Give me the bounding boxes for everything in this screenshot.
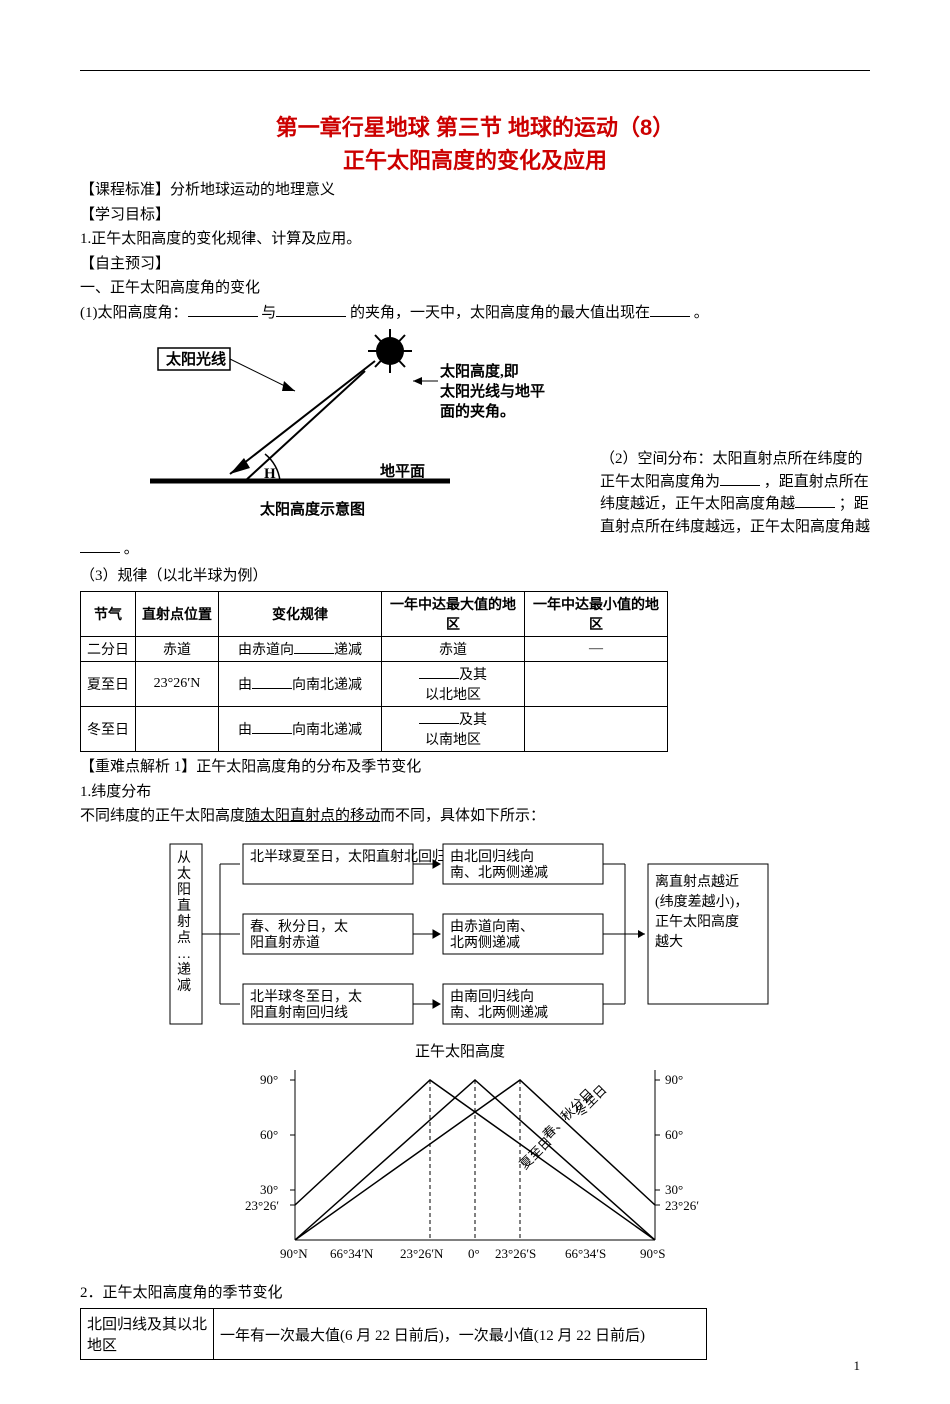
svg-text:…: … — [177, 947, 191, 962]
svg-text:0°: 0° — [468, 1246, 480, 1261]
p2: 2．正午太阳高度角的季节变化 — [80, 1282, 870, 1305]
q3: （3）规律（以北半球为例） — [80, 565, 870, 588]
svg-text:90°: 90° — [260, 1072, 278, 1087]
svg-text:太: 太 — [177, 866, 191, 882]
svg-text:太阳光线与地平: 太阳光线与地平 — [440, 382, 545, 400]
svg-text:正午太阳高度: 正午太阳高度 — [655, 913, 739, 930]
svg-text:南、北两侧递减: 南、北两侧递减 — [450, 865, 548, 881]
std-text: 分析地球运动的地理意义 — [170, 182, 335, 198]
svg-text:60°: 60° — [260, 1127, 278, 1142]
p1t: 不同纬度的正午太阳高度随太阳直射点的移动而不同，具体如下所示： — [80, 805, 870, 828]
season-table: 北回归线及其以北地区 一年有一次最大值(6 月 22 日前后)，一次最小值(12… — [80, 1308, 707, 1360]
svg-text:90°N: 90°N — [280, 1246, 308, 1261]
goal-text: 1.正午太阳高度的变化规律、计算及应用。 — [80, 228, 870, 251]
svg-text:30°: 30° — [665, 1182, 683, 1197]
svg-text:太阳光线: 太阳光线 — [166, 350, 226, 368]
svg-text:(纬度差越小)，: (纬度差越小)， — [655, 894, 748, 910]
svg-text:60°: 60° — [665, 1127, 683, 1142]
rule-table: 节气 直射点位置 变化规律 一年中达最大值的地区 一年中达最小值的地区 二分日 … — [80, 591, 668, 752]
svg-text:离直射点越近: 离直射点越近 — [655, 873, 739, 890]
svg-text:阳直射赤道: 阳直射赤道 — [250, 934, 320, 951]
svg-text:23°26′S: 23°26′S — [495, 1246, 536, 1261]
svg-text:由赤道向南、: 由赤道向南、 — [450, 919, 534, 935]
svg-text:90°S: 90°S — [640, 1246, 665, 1261]
svg-text:地平面: 地平面 — [380, 462, 425, 480]
svg-text:正午太阳高度: 正午太阳高度 — [415, 1043, 505, 1060]
svg-text:阳直射南回归线: 阳直射南回归线 — [250, 1004, 348, 1021]
svg-text:H: H — [264, 466, 276, 482]
svg-text:夏至日: 夏至日 — [517, 1133, 555, 1171]
svg-text:90°: 90° — [665, 1072, 683, 1087]
svg-text:直: 直 — [177, 897, 191, 914]
svg-text:北半球冬至日，太: 北半球冬至日，太 — [250, 989, 362, 1005]
self-label: 【自主预习】 — [80, 253, 870, 276]
svg-text:66°34′N: 66°34′N — [330, 1246, 374, 1261]
svg-text:射: 射 — [177, 914, 191, 930]
svg-text:太阳高度示意图: 太阳高度示意图 — [260, 500, 365, 518]
title-line2: 正午太阳高度的变化及应用 — [80, 144, 870, 177]
hard-label: 【重难点解析 1】 — [80, 759, 196, 775]
sun-angle-figure: 太阳光线 H 地平面 太阳高度,即 太阳光线与地平 面的夹角。 太阳高度示意图 — [110, 326, 590, 526]
svg-text:23°26′: 23°26′ — [665, 1198, 699, 1213]
svg-text:点: 点 — [177, 930, 191, 946]
sec1-head: 一、正午太阳高度角的变化 — [80, 277, 870, 300]
svg-text:23°26′: 23°26′ — [245, 1198, 279, 1213]
std-label: 【课程标准】 — [80, 182, 170, 198]
svg-text:春、秋分日，太: 春、秋分日，太 — [250, 919, 348, 935]
svg-text:66°34′S: 66°34′S — [565, 1246, 606, 1261]
title-line1: 第一章行星地球 第三节 地球的运动（8） — [80, 111, 870, 144]
svg-text:从: 从 — [177, 851, 191, 866]
svg-text:北半球夏至日，太阳直射北回归线: 北半球夏至日，太阳直射北回归线 — [250, 848, 460, 865]
noon-altitude-chart: 正午太阳高度 90° 90° 60° 60° 30° 30° 23°26′ 23°26′ — [80, 1040, 870, 1280]
svg-text:太阳高度,即: 太阳高度,即 — [440, 362, 519, 380]
svg-text:越大: 越大 — [655, 934, 683, 950]
svg-text:南、北两侧递减: 南、北两侧递减 — [450, 1005, 548, 1021]
svg-text:由北回归线向: 由北回归线向 — [450, 848, 534, 865]
page-number: 1 — [854, 1358, 861, 1374]
svg-text:面的夹角。: 面的夹角。 — [440, 402, 515, 420]
q1: (1)太阳高度角： 与 的夹角，一天中，太阳高度角的最大值出现在 。 — [80, 302, 870, 325]
svg-text:23°26′N: 23°26′N — [400, 1246, 444, 1261]
svg-text:阳: 阳 — [177, 882, 191, 898]
flowchart: 从太阳 直射点 …递减 北半球夏至日，太阳直射北回归线 春、秋分日，太阳直射赤道… — [80, 834, 870, 1034]
svg-text:减: 减 — [177, 978, 191, 994]
svg-text:递: 递 — [177, 962, 191, 978]
goal-label: 【学习目标】 — [80, 204, 870, 227]
svg-text:由南回归线向: 由南回归线向 — [450, 988, 534, 1005]
svg-text:30°: 30° — [260, 1182, 278, 1197]
svg-text:北两侧递减: 北两侧递减 — [450, 935, 520, 951]
p1: 1.纬度分布 — [80, 781, 870, 804]
